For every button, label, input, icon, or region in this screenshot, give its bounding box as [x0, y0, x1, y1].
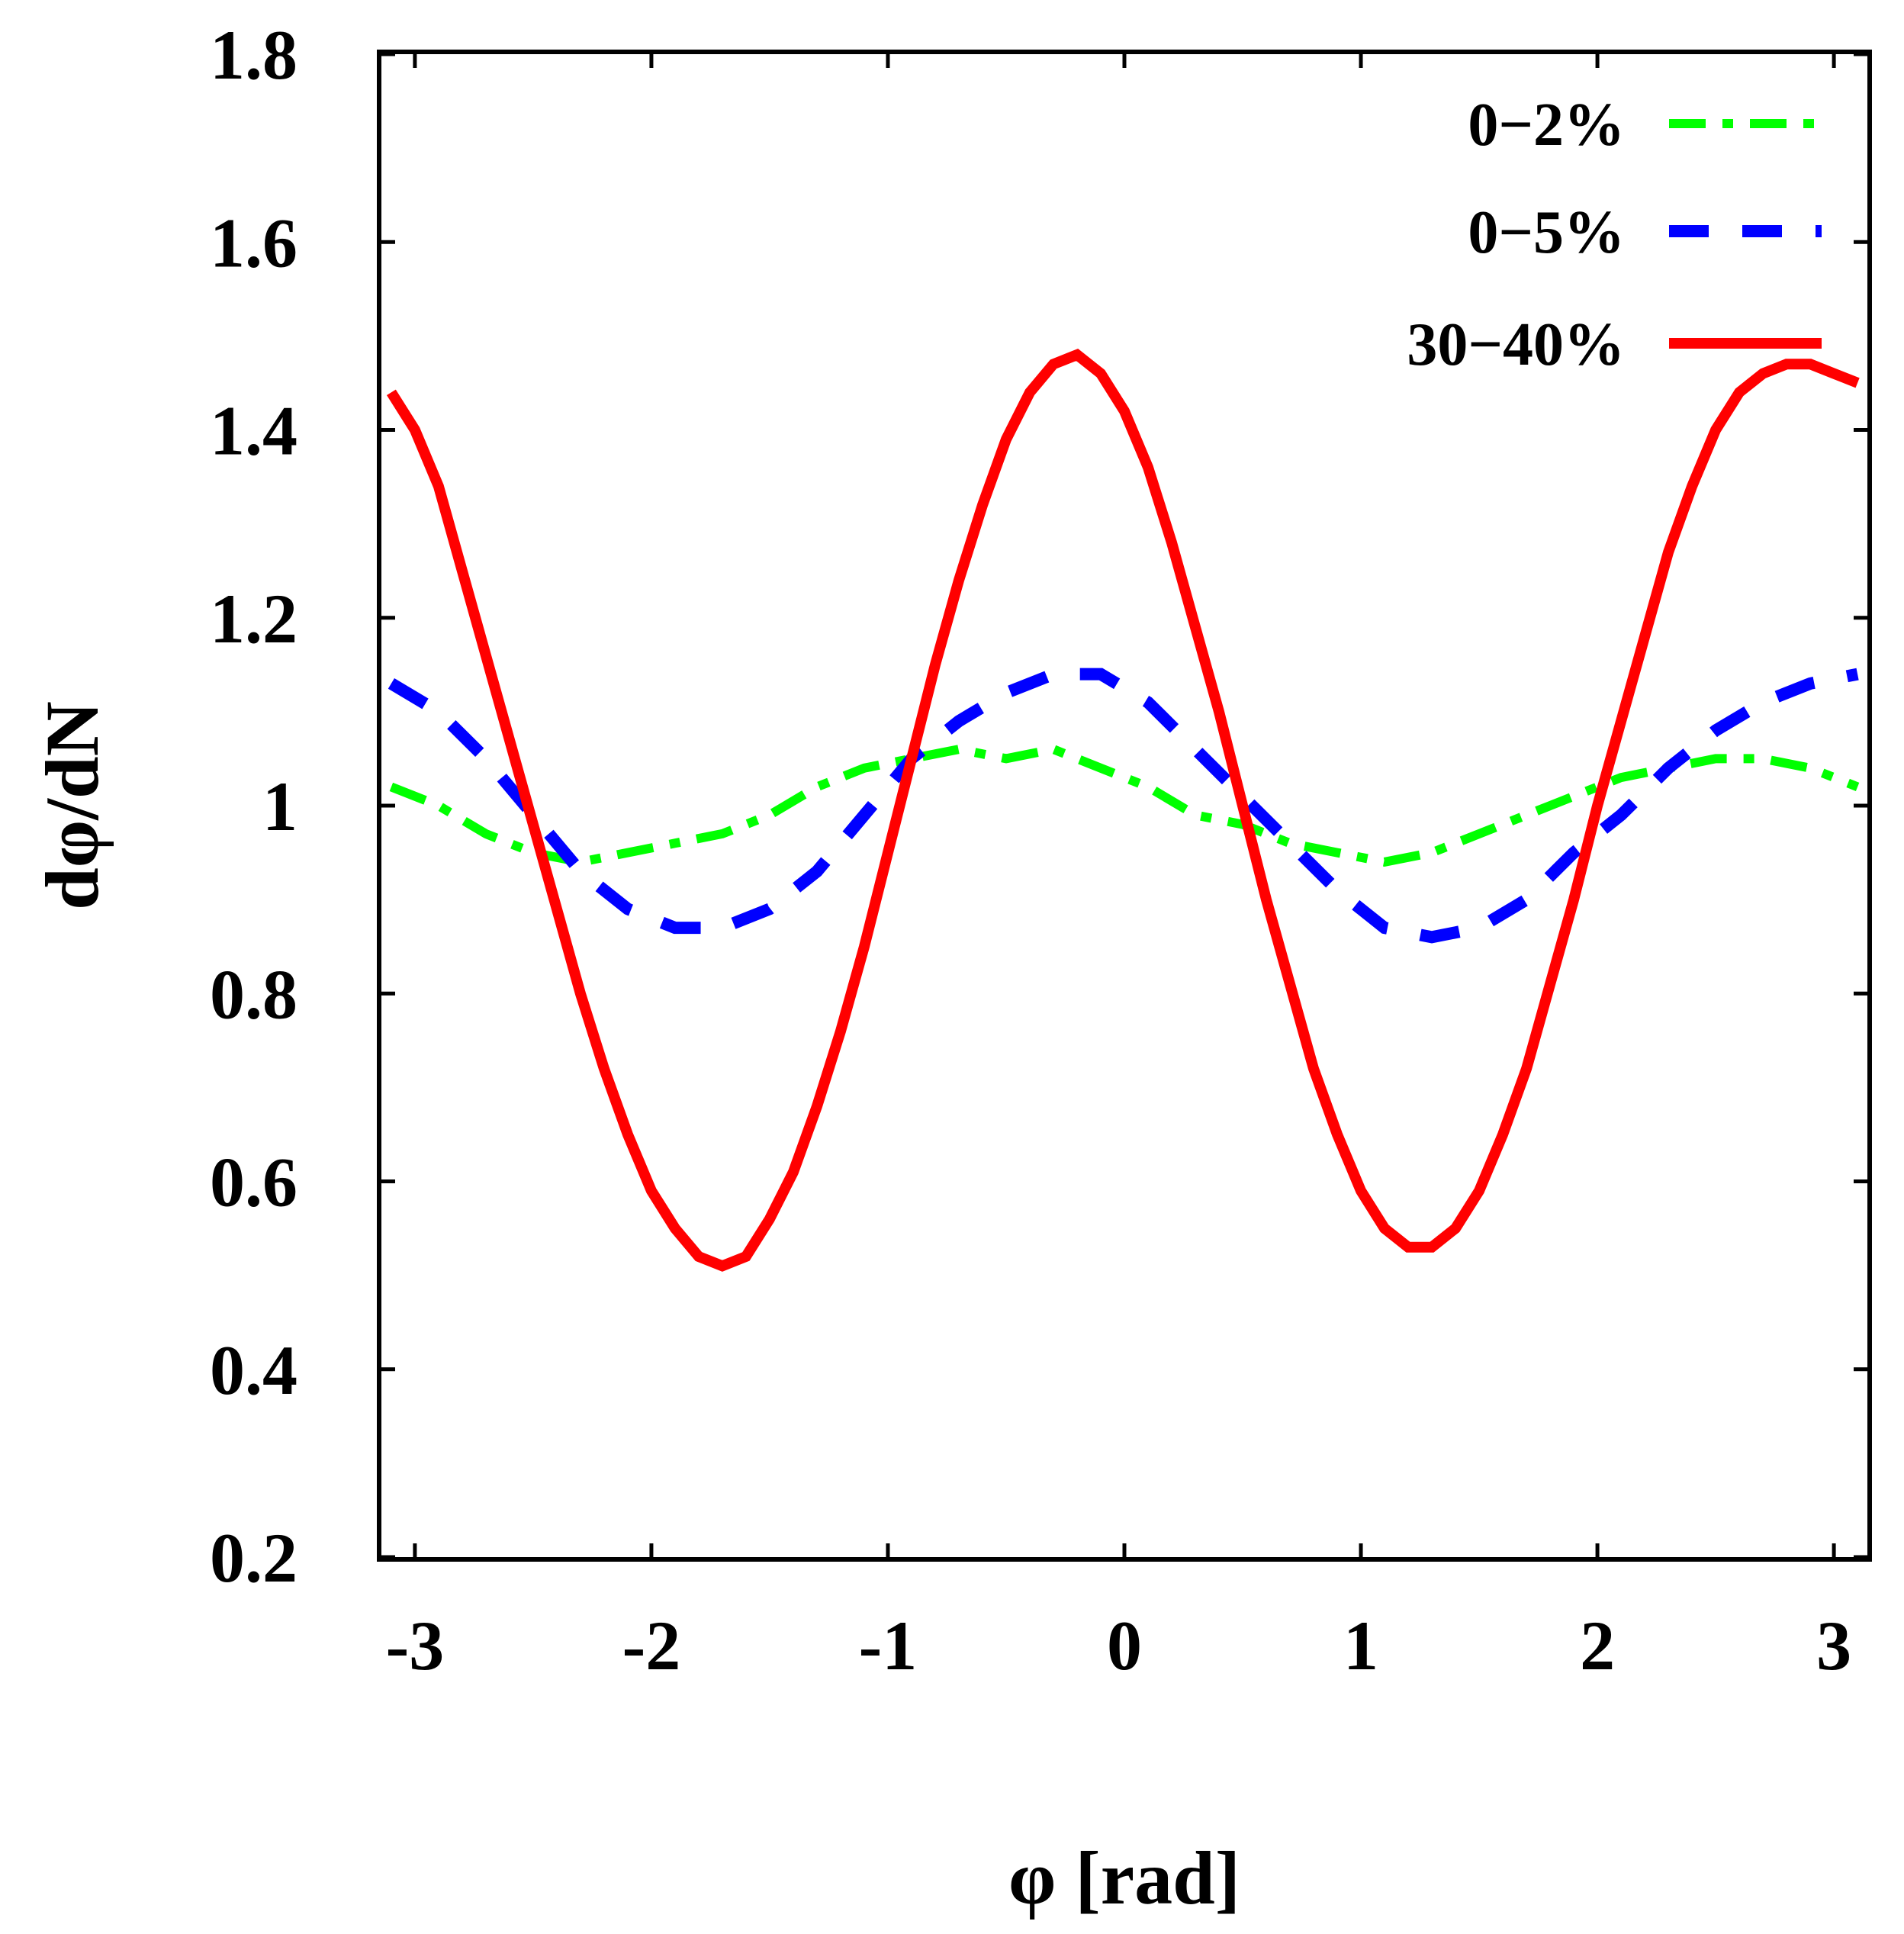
x-tick-label: -1	[859, 1607, 918, 1685]
y-tick-label: 1.8	[210, 16, 298, 94]
x-tick-label: 2	[1580, 1607, 1615, 1685]
tick-layer: -3 -2 -1 0 1 2 3 0.2 0.4 0.6 0.8 1 1.2 1.4 1.6 1.8	[210, 16, 1867, 1685]
y-tick-label: 0.2	[210, 1519, 298, 1597]
series-line-0-5%	[388, 668, 1859, 944]
y-axis-title: dφ/dN	[30, 701, 114, 910]
series-layer	[386, 349, 1860, 1272]
y-tick-label: 1.6	[210, 204, 298, 282]
x-tick-label: -2	[622, 1607, 681, 1685]
x-tick-label: 1	[1343, 1607, 1378, 1685]
y-tick-label: 0.8	[210, 955, 298, 1033]
x-axis-title: φ [rad]	[1008, 1836, 1240, 1920]
y-tick-label: 0.6	[210, 1144, 298, 1221]
y-tick-label: 1	[262, 767, 298, 845]
series-line-0-2%	[389, 744, 1860, 867]
legend-label-0-5%: 0−5%	[1468, 199, 1625, 266]
y-tick-label: 1.2	[210, 580, 298, 658]
legend: 0−2% 0−5% 30−40%	[1407, 92, 1822, 378]
series-line-30-40%	[386, 349, 1860, 1272]
plot-frame	[377, 50, 1872, 1562]
y-tick-label: 1.4	[210, 392, 298, 470]
legend-label-0-2%: 0−2%	[1468, 92, 1625, 159]
x-tick-label: 0	[1107, 1607, 1142, 1685]
x-tick-label: 3	[1816, 1607, 1851, 1685]
y-tick-label: 0.4	[210, 1331, 298, 1409]
x-tick-label: -3	[386, 1607, 445, 1685]
legend-label-30-40%: 30−40%	[1407, 311, 1625, 378]
